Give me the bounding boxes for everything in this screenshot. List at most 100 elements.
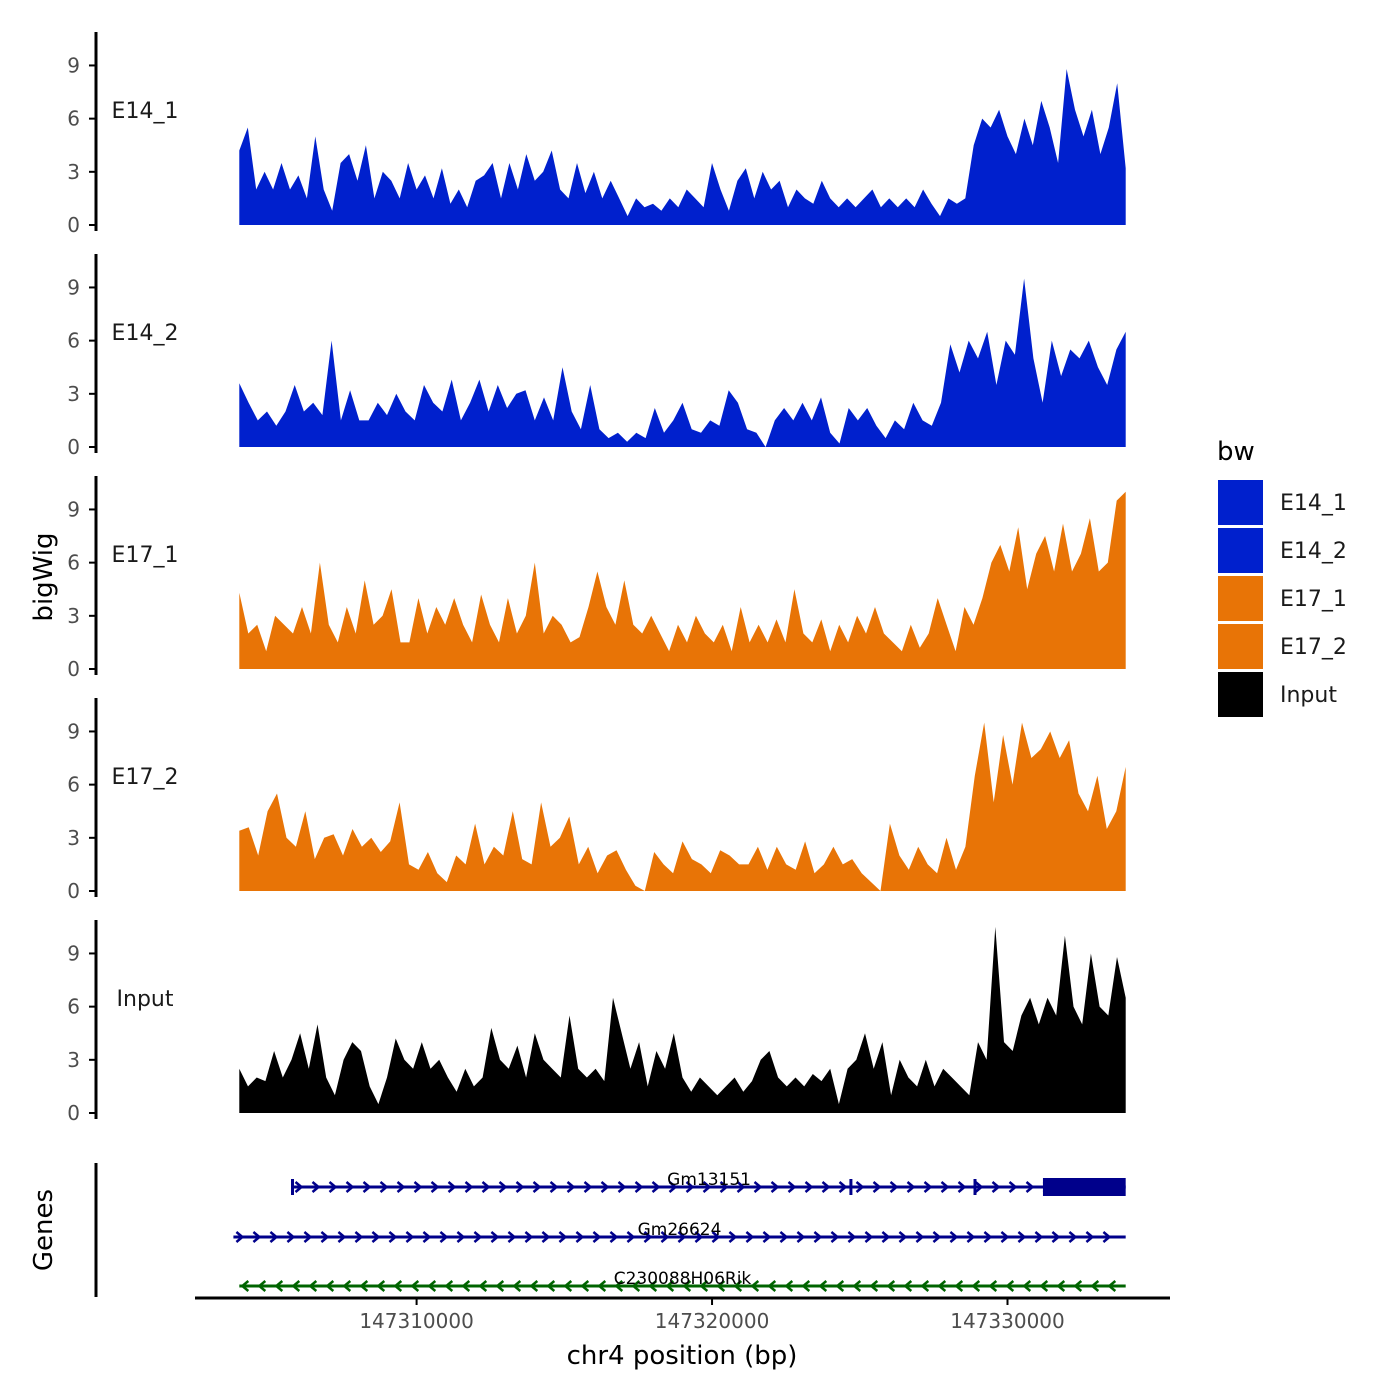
strand-arrow xyxy=(648,1280,658,1292)
strand-arrow xyxy=(1025,1181,1035,1193)
strand-arrow xyxy=(257,1280,267,1292)
strand-arrow xyxy=(779,1231,789,1243)
strand-arrow xyxy=(456,1231,466,1243)
strand-arrow xyxy=(546,1280,556,1292)
strand-arrow xyxy=(716,1280,726,1292)
gene-Gm13151: Gm13151 xyxy=(291,1170,1126,1196)
strand-arrow xyxy=(558,1231,568,1243)
strand-arrow xyxy=(549,1181,559,1193)
strand-arrow xyxy=(949,1231,959,1243)
strand-arrow xyxy=(682,1280,692,1292)
genes-track-label: Genes xyxy=(29,1189,59,1271)
strand-arrow xyxy=(694,1231,704,1243)
y-tick-label: 0 xyxy=(67,213,80,237)
strand-arrow xyxy=(991,1181,1001,1193)
strand-arrow xyxy=(405,1231,415,1243)
track-label: Input xyxy=(117,987,174,1012)
legend-label: E17_1 xyxy=(1280,587,1347,612)
strand-arrow xyxy=(830,1231,840,1243)
genes-track: Genes Gm13151 Gm26624 C230088H06Rik xyxy=(29,1163,1126,1297)
strand-arrow xyxy=(677,1231,687,1243)
strand-arrow xyxy=(818,1280,828,1292)
strand-arrow xyxy=(804,1181,814,1193)
strand-arrow xyxy=(345,1181,355,1193)
y-tick-label: 9 xyxy=(67,53,80,77)
strand-arrow xyxy=(308,1280,318,1292)
strand-arrow xyxy=(617,1181,627,1193)
signal-area-E14_1 xyxy=(239,69,1126,225)
y-tick-label: 9 xyxy=(67,941,80,965)
strand-arrow xyxy=(235,1231,245,1243)
strand-arrow xyxy=(915,1231,925,1243)
strand-arrow xyxy=(643,1231,653,1243)
strand-arrow xyxy=(1085,1231,1095,1243)
strand-arrow xyxy=(498,1181,508,1193)
strand-arrow xyxy=(427,1280,437,1292)
strand-arrow xyxy=(461,1280,471,1292)
strand-arrow xyxy=(490,1231,500,1243)
strand-arrow xyxy=(750,1280,760,1292)
strand-arrow xyxy=(634,1181,644,1193)
y-tick-label: 6 xyxy=(67,107,80,131)
strand-arrow xyxy=(1017,1231,1027,1243)
strand-arrow xyxy=(529,1280,539,1292)
y-tick-label: 3 xyxy=(67,826,80,850)
track-E17_2: 0 3 6 9 E17_2 xyxy=(67,698,1126,903)
strand-arrow xyxy=(359,1280,369,1292)
y-tick-label: 9 xyxy=(67,719,80,743)
signal-tracks: 0 3 6 9 E14_1 0 3 6 9 E14_2 0 3 6 9 E17_1 0 3 6 9 E17_2 0 3 6 9… xyxy=(67,32,1126,1125)
strand-arrow xyxy=(1102,1231,1112,1243)
coding-exon xyxy=(1042,1178,1126,1196)
y-tick-label: 6 xyxy=(67,995,80,1019)
strand-arrow xyxy=(575,1231,585,1243)
strand-arrow xyxy=(767,1280,777,1292)
strand-arrow xyxy=(478,1280,488,1292)
strand-arrow xyxy=(563,1280,573,1292)
y-axis-title: bigWig xyxy=(29,532,59,621)
signal-area-E17_1 xyxy=(239,491,1126,669)
strand-arrow xyxy=(988,1280,998,1292)
x-axis: 147310000 147320000 147330000 chr4 positio… xyxy=(195,1296,1170,1371)
legend-label: Input xyxy=(1280,683,1337,708)
legend-items: E14_1 E14_2 E17_1 E17_2 Input xyxy=(1218,480,1347,717)
y-tick-label: 9 xyxy=(67,275,80,299)
strand-arrow xyxy=(495,1280,505,1292)
track-E14_1: 0 3 6 9 E14_1 xyxy=(67,32,1126,237)
strand-arrow xyxy=(325,1280,335,1292)
strand-arrow xyxy=(410,1280,420,1292)
strand-arrow xyxy=(855,1181,865,1193)
strand-arrow xyxy=(1022,1280,1032,1292)
strand-arrow xyxy=(787,1181,797,1193)
strand-arrow xyxy=(736,1181,746,1193)
strand-arrow xyxy=(320,1231,330,1243)
y-tick-label: 0 xyxy=(67,435,80,459)
strand-arrow xyxy=(838,1181,848,1193)
gene-label: Gm26624 xyxy=(638,1220,722,1240)
strand-arrow xyxy=(1039,1280,1049,1292)
strand-arrow xyxy=(507,1231,517,1243)
signal-area-E14_2 xyxy=(239,278,1126,447)
strand-arrow xyxy=(240,1280,250,1292)
strand-arrow xyxy=(1008,1181,1018,1193)
strand-arrow xyxy=(413,1181,423,1193)
strand-arrow xyxy=(898,1231,908,1243)
strand-arrow xyxy=(1090,1280,1100,1292)
legend-key-E14_1 xyxy=(1218,480,1263,525)
strand-arrow xyxy=(1056,1280,1066,1292)
strand-arrow xyxy=(580,1280,590,1292)
gene-label: Gm13151 xyxy=(667,1170,751,1190)
strand-arrow xyxy=(983,1231,993,1243)
strand-arrow xyxy=(954,1280,964,1292)
strand-arrow xyxy=(974,1181,984,1193)
strand-arrow xyxy=(872,1181,882,1193)
x-tick-label: 147310000 xyxy=(359,1309,474,1333)
strand-arrow xyxy=(770,1181,780,1193)
strand-arrow xyxy=(668,1181,678,1193)
legend-key-E17_2 xyxy=(1218,624,1263,669)
strand-arrow xyxy=(609,1231,619,1243)
strand-arrow xyxy=(665,1280,675,1292)
strand-arrow xyxy=(711,1231,721,1243)
track-E17_1: 0 3 6 9 E17_1 xyxy=(67,476,1126,681)
strand-arrow xyxy=(699,1280,709,1292)
